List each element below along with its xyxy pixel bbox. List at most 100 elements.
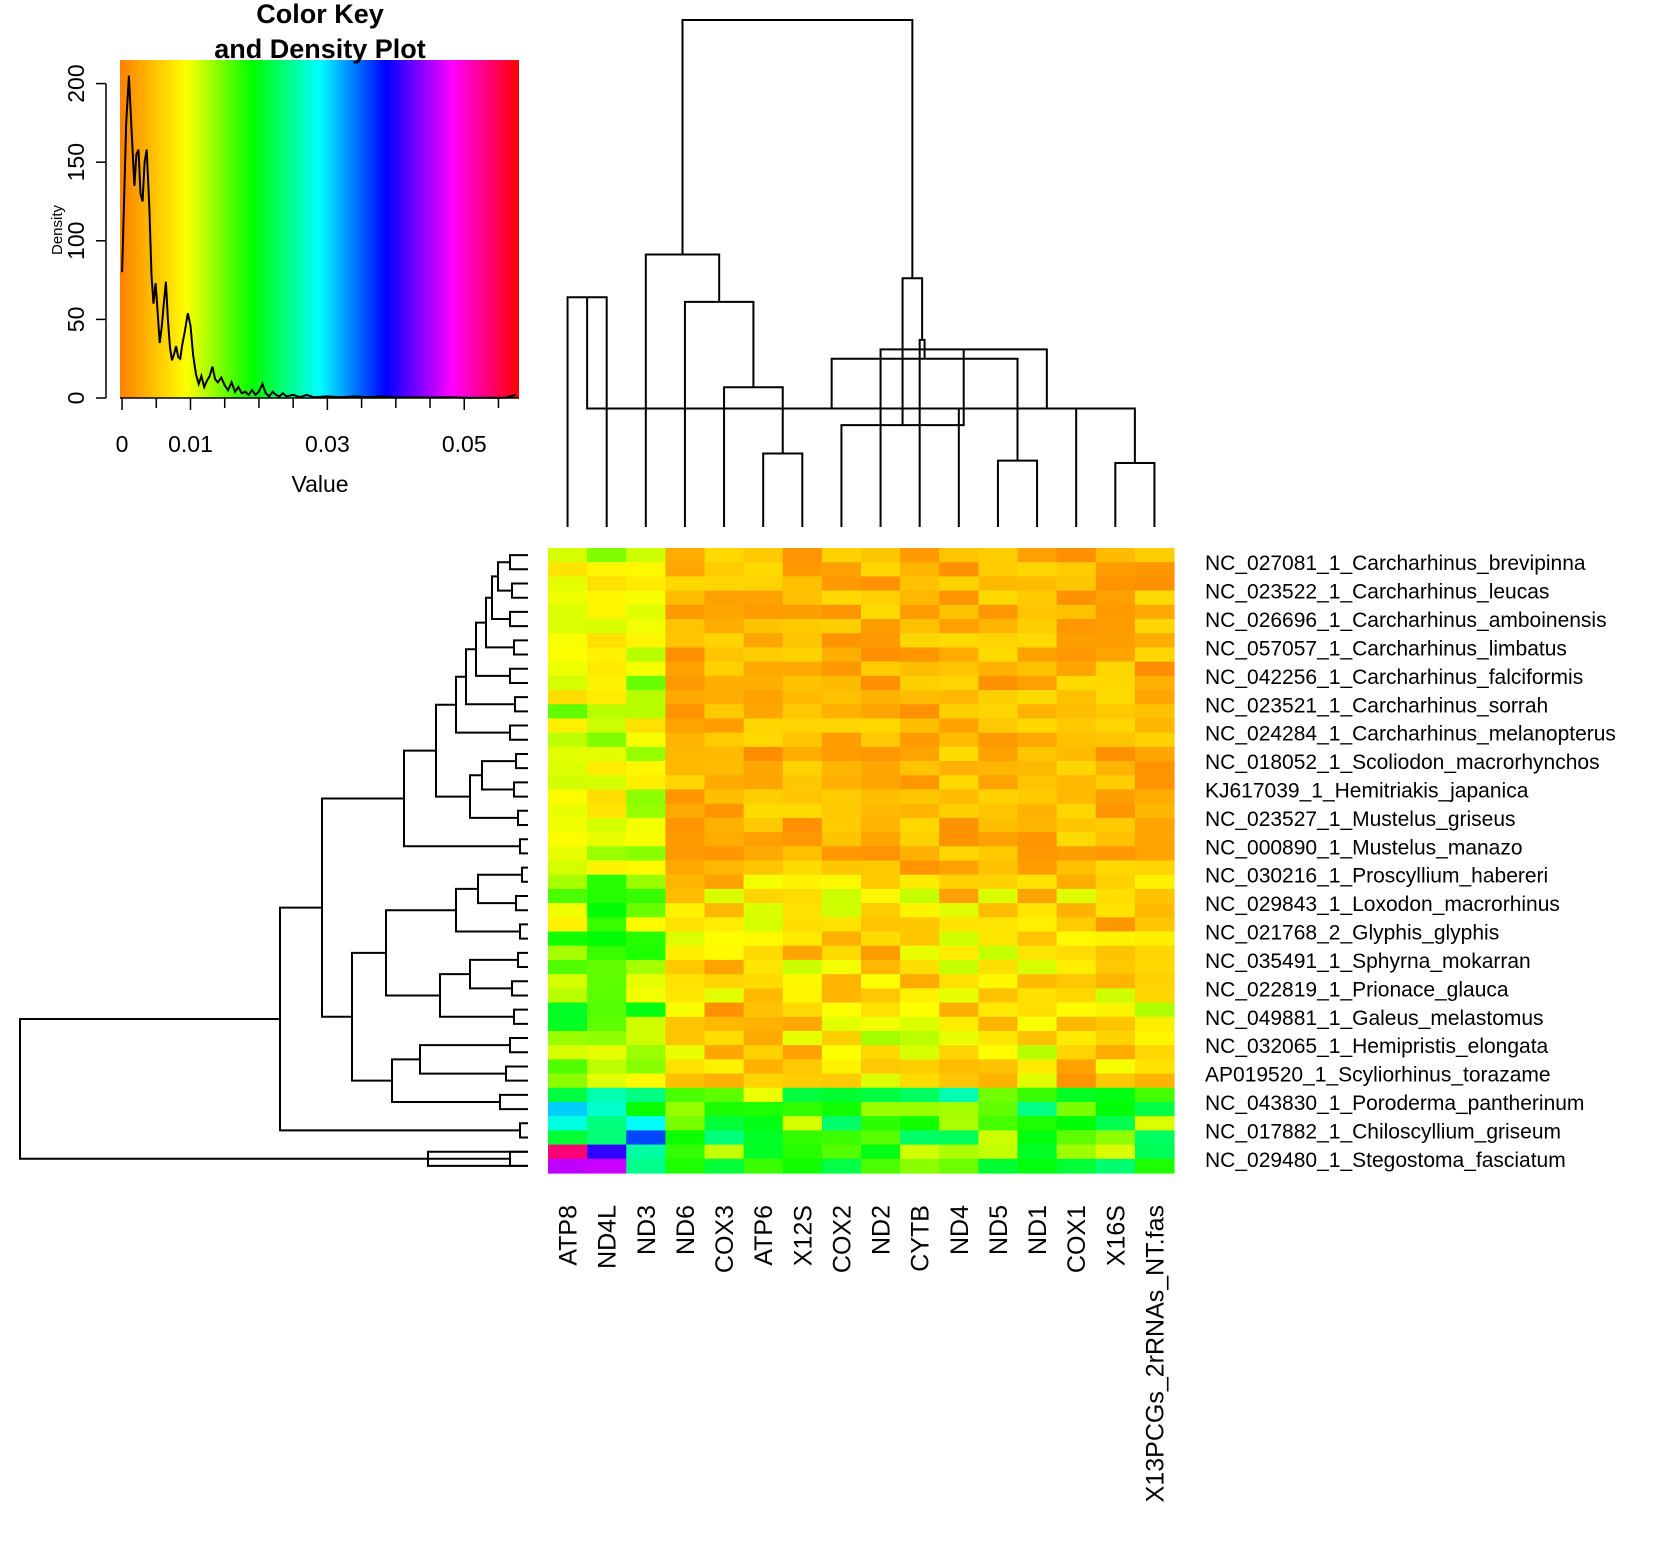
heatmap-cell [587, 1030, 627, 1046]
heatmap-cell [1017, 959, 1058, 975]
heatmap-cell [626, 732, 666, 748]
heatmap-cell [704, 846, 745, 862]
heatmap-cell [1095, 562, 1136, 577]
heatmap-cell [1017, 1144, 1058, 1160]
heatmap-cell [665, 1045, 706, 1060]
heatmap-cell [1017, 1016, 1058, 1032]
heatmap-cell [978, 590, 1019, 606]
heatmap-cell [978, 1073, 1019, 1089]
heatmap-cell [704, 761, 745, 776]
heatmap-cell [1056, 1130, 1097, 1146]
heatmap-cell [821, 817, 862, 833]
heatmap-cell [1134, 1101, 1175, 1117]
heatmap-cell [1017, 888, 1058, 904]
heatmap-cell [665, 761, 706, 776]
row-label: NC_043830_1_Poroderma_pantherinum [1205, 1092, 1584, 1115]
heatmap-cell [743, 1087, 784, 1103]
heatmap-cell [1056, 732, 1097, 748]
heatmap-cell [665, 1059, 706, 1075]
heatmap-cell [665, 746, 706, 762]
heatmap-cell [626, 974, 666, 989]
heatmap-cell [1017, 1116, 1058, 1131]
heatmap-cell [626, 576, 666, 592]
heatmap-cell [704, 789, 745, 805]
heatmap-cell [821, 1087, 862, 1103]
heatmap-cell [978, 732, 1019, 748]
heatmap-cell [978, 1130, 1019, 1146]
heatmap-cell [978, 789, 1019, 805]
heatmap-cell [1134, 1158, 1175, 1174]
heatmap-cell [1095, 789, 1136, 805]
row-dendrogram-branch [385, 909, 456, 997]
heatmap-cell [548, 661, 588, 677]
row-dendrogram-branch [455, 887, 520, 933]
heatmap-cell [978, 1016, 1019, 1032]
heatmap-cell [900, 988, 940, 1004]
heatmap-cell [1017, 1002, 1058, 1018]
heatmap-cell [978, 945, 1019, 961]
row-dendrogram-branch [517, 809, 528, 826]
heatmap-cell [1134, 619, 1175, 634]
heatmap-cell [1056, 1045, 1097, 1060]
heatmap-cell [626, 1144, 666, 1160]
heatmap-cell [665, 789, 706, 805]
heatmap-cell [1134, 704, 1175, 720]
heatmap-cell [704, 661, 745, 677]
heatmap-cell [548, 917, 588, 933]
heatmap-cell [861, 888, 901, 904]
row-label: NC_032065_1_Hemipristis_elongata [1205, 1035, 1549, 1058]
heatmap-cell [861, 1030, 901, 1046]
heatmap-cell [1017, 974, 1058, 989]
heatmap-cell [665, 817, 706, 833]
heatmap-cell [1134, 931, 1175, 947]
heatmap-cell [782, 945, 823, 961]
heatmap-cell [548, 1016, 588, 1032]
heatmap-cell [939, 604, 979, 620]
heatmap-cell [704, 917, 745, 933]
heatmap-cell [626, 1130, 666, 1146]
heatmap-cell [1056, 888, 1097, 904]
heatmap-cell [821, 562, 862, 577]
heatmap-cell [1095, 590, 1136, 606]
heatmap-cell [1017, 732, 1058, 748]
heatmap-cell [1056, 1144, 1097, 1160]
heatmap-cell [743, 1073, 784, 1089]
heatmap-cell [939, 817, 979, 833]
heatmap-cell [1017, 846, 1058, 862]
heatmap-cell [782, 718, 823, 734]
heatmap-cell [821, 874, 862, 890]
heatmap-cell [548, 1087, 588, 1103]
heatmap-cell [704, 1073, 745, 1089]
heatmap-cell [939, 789, 979, 805]
heatmap-cell [626, 903, 666, 918]
heatmap-cell [978, 1059, 1019, 1075]
heatmap-cell [782, 675, 823, 691]
heatmap-cell [821, 1045, 862, 1060]
heatmap-cell [939, 690, 979, 705]
heatmap-cell [782, 1059, 823, 1075]
heatmap-cell [900, 888, 940, 904]
heatmap-cell [743, 633, 784, 649]
heatmap-cell [704, 817, 745, 833]
heatmap-cell [626, 1002, 666, 1018]
heatmap-cell [587, 1101, 627, 1117]
heatmap-cell [782, 704, 823, 720]
heatmap-cell [548, 1101, 588, 1117]
heatmap-cell [978, 817, 1019, 833]
heatmap-cell [821, 718, 862, 734]
heatmap-cell [626, 945, 666, 961]
column-label: ND4L [594, 1205, 622, 1269]
heatmap-cell [587, 917, 627, 933]
heatmap-cell [743, 1144, 784, 1160]
heatmap-cell [1056, 789, 1097, 805]
heatmap-cell [821, 945, 862, 961]
heatmap-cell [978, 647, 1019, 663]
heatmap-cell [821, 775, 862, 791]
heatmap-cell [782, 832, 823, 847]
heatmap-cell [1134, 959, 1175, 975]
heatmap-cell [978, 803, 1019, 819]
row-label: NC_042256_1_Carcharhinus_falciformis [1205, 666, 1583, 689]
heatmap-cell [1017, 647, 1058, 663]
heatmap-cell [548, 746, 588, 762]
heatmap-cell [1134, 974, 1175, 989]
